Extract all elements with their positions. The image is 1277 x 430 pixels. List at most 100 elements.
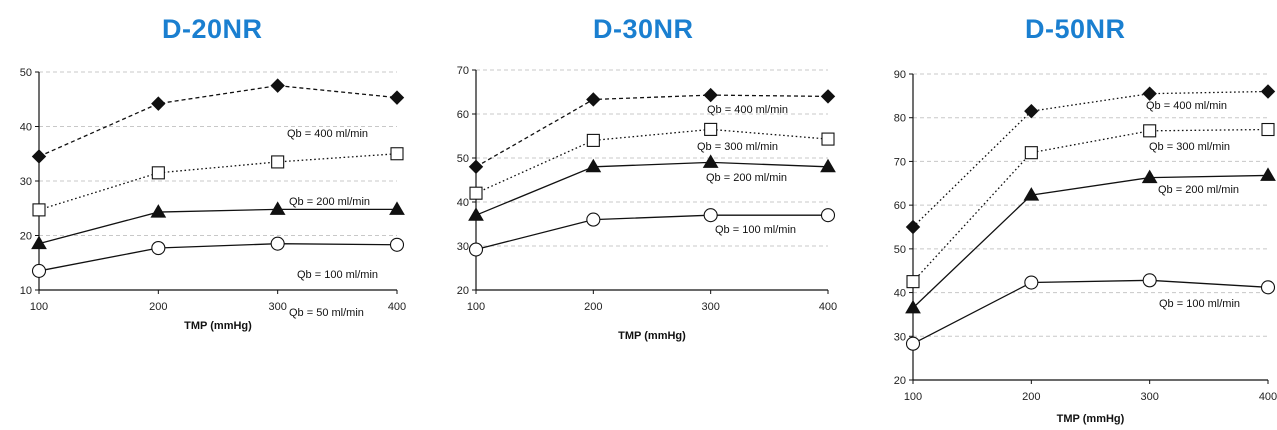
data-point-marker <box>905 336 921 351</box>
y-tick-label: 50 <box>20 67 32 79</box>
series-line-3 <box>38 243 398 272</box>
data-point-marker <box>468 207 484 221</box>
data-point-marker <box>1023 187 1040 201</box>
data-point-marker <box>31 235 47 250</box>
x-tick-label: 200 <box>1022 391 1040 403</box>
data-point-marker <box>1142 86 1157 101</box>
data-point-marker <box>703 87 718 103</box>
chart-panel-0: 10 20 30 40 50 100 200 300 400 TMP (mmHg) Qb = 400… <box>20 67 406 332</box>
data-point-marker <box>585 158 602 173</box>
data-point-marker <box>31 263 47 278</box>
y-tick-label: 20 <box>20 231 32 243</box>
series-label: Qb = 200 ml/min <box>1158 184 1239 196</box>
y-tick-label: 90 <box>894 69 906 81</box>
data-point-marker <box>389 237 405 252</box>
data-point-marker <box>468 242 484 257</box>
series-line-2 <box>912 174 1269 309</box>
data-point-marker <box>31 149 47 164</box>
data-point-marker <box>1260 280 1276 295</box>
x-tick-label: 100 <box>904 391 922 403</box>
data-point-marker <box>1024 146 1038 160</box>
series-label: Qb = 200 ml/min <box>289 196 370 208</box>
series-line-2 <box>475 161 829 216</box>
y-tick-label: 20 <box>894 375 906 387</box>
chart-panel-1: 20 30 40 50 60 70 100 200 300 400 TMP (mmHg) Qb = 4… <box>457 65 837 342</box>
series-label: Qb = 100 ml/min <box>297 269 378 281</box>
y-tick-label: 70 <box>457 65 469 77</box>
data-point-marker <box>32 203 46 217</box>
data-point-marker <box>151 240 166 256</box>
x-tick-label: 300 <box>1140 391 1158 403</box>
series-label: Qb = 400 ml/min <box>707 104 788 116</box>
data-point-marker <box>389 90 405 105</box>
data-point-marker <box>586 92 601 107</box>
x-tick-label: 300 <box>268 301 286 313</box>
series-line-3 <box>475 214 828 251</box>
y-tick-label: 10 <box>20 285 32 297</box>
data-point-marker <box>1024 275 1039 290</box>
data-point-marker <box>586 212 601 227</box>
series-label: Qb = 400 ml/min <box>287 128 368 140</box>
chart-panel-2: 20 30 40 50 60 70 80 90 100 200 300 400 TMP (mmHg) Qb… <box>894 69 1277 425</box>
data-point-marker <box>271 155 285 169</box>
data-point-marker <box>469 186 483 200</box>
y-tick-label: 60 <box>894 200 906 212</box>
x-tick-label: 200 <box>149 301 167 313</box>
data-point-marker <box>820 89 836 104</box>
y-tick-label: 50 <box>894 244 906 256</box>
y-tick-label: 40 <box>894 288 906 300</box>
x-tick-label: 300 <box>701 301 719 313</box>
data-point-marker <box>1261 122 1275 137</box>
data-point-marker <box>1141 169 1158 184</box>
series-label: Qb = 100 ml/min <box>1159 298 1240 310</box>
x-axis-label: TMP (mmHg) <box>1057 413 1125 425</box>
data-point-marker <box>703 208 718 223</box>
series-line-2 <box>38 208 397 245</box>
data-point-marker <box>150 204 167 218</box>
data-point-marker <box>151 166 165 180</box>
series-label: Qb = 100 ml/min <box>715 224 796 236</box>
data-point-marker <box>1142 273 1157 288</box>
data-point-marker <box>151 96 166 111</box>
y-tick-label: 30 <box>20 176 32 188</box>
series-label: Qb = 200 ml/min <box>706 172 787 184</box>
series-line-0 <box>38 84 398 158</box>
series-label: Qb = 50 ml/min <box>289 307 364 319</box>
data-point-marker <box>270 78 285 93</box>
data-point-marker <box>468 159 484 175</box>
data-point-marker <box>905 299 921 314</box>
y-tick-label: 30 <box>457 241 469 253</box>
y-tick-label: 80 <box>894 113 906 125</box>
chart-title-d20nr: D-20NR <box>162 14 263 44</box>
data-point-marker <box>389 201 405 215</box>
series-label: Qb = 300 ml/min <box>1149 141 1230 153</box>
data-point-marker <box>270 236 285 251</box>
x-axis-label: TMP (mmHg) <box>618 330 686 342</box>
x-tick-label: 200 <box>584 301 602 313</box>
y-tick-label: 40 <box>20 122 32 134</box>
data-point-marker <box>1143 124 1157 138</box>
data-point-marker <box>269 201 286 215</box>
series-line-0 <box>475 94 829 168</box>
data-point-marker <box>1024 103 1039 119</box>
series-line-3 <box>912 279 1269 345</box>
data-point-marker <box>821 132 835 146</box>
data-point-marker <box>906 275 920 289</box>
x-tick-label: 400 <box>1259 391 1277 403</box>
y-tick-label: 60 <box>457 109 469 121</box>
data-point-marker <box>702 154 719 168</box>
y-tick-label: 70 <box>894 156 906 168</box>
data-point-marker <box>1260 84 1276 99</box>
data-point-marker <box>905 219 921 235</box>
x-tick-label: 400 <box>819 301 837 313</box>
y-tick-label: 40 <box>457 197 469 209</box>
data-point-marker <box>390 147 404 161</box>
x-tick-label: 400 <box>388 301 406 313</box>
data-point-marker <box>820 208 836 223</box>
series-line-1 <box>475 128 829 194</box>
x-tick-label: 100 <box>30 301 48 313</box>
series-label: Qb = 400 ml/min <box>1146 100 1227 112</box>
y-tick-label: 20 <box>457 285 469 297</box>
y-tick-label: 50 <box>457 153 469 165</box>
